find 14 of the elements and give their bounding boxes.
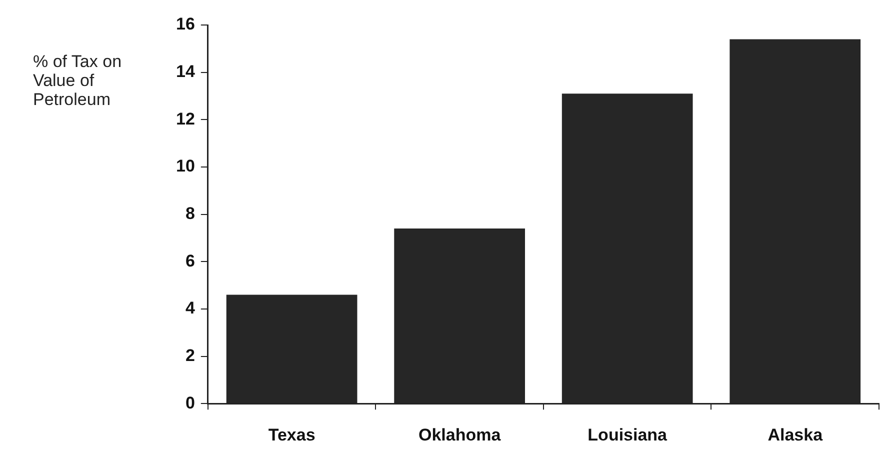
y-axis-title: % of Tax on Value of Petroleum bbox=[33, 52, 123, 109]
y-tick-label: 16 bbox=[176, 14, 195, 34]
y-tick-label: 8 bbox=[185, 204, 195, 223]
y-tick-label: 6 bbox=[185, 251, 195, 270]
y-tick-label: 0 bbox=[185, 393, 195, 412]
y-tick-label: 4 bbox=[185, 298, 196, 318]
x-tick-label: Louisiana bbox=[588, 425, 668, 444]
x-tick-label: Texas bbox=[268, 425, 316, 444]
y-tick-label: 2 bbox=[185, 346, 195, 365]
x-tick-label: Alaska bbox=[768, 425, 824, 444]
x-tick-label: Oklahoma bbox=[418, 425, 502, 444]
y-tick-label: 12 bbox=[176, 109, 195, 128]
y-tick-label: 14 bbox=[176, 62, 196, 82]
y-tick-label: 10 bbox=[176, 156, 195, 176]
